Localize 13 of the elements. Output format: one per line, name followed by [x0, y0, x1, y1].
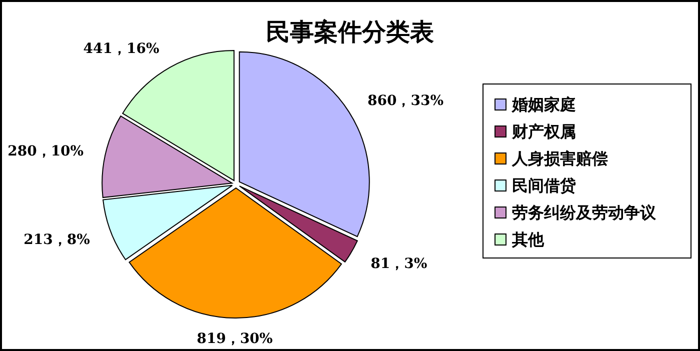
- legend-label: 民间借贷: [512, 176, 576, 195]
- legend-label: 其他: [511, 230, 545, 249]
- data-label: 81，3%: [370, 256, 428, 272]
- legend-label: 婚姻家庭: [511, 95, 576, 114]
- data-label: 441，16%: [83, 41, 160, 58]
- data-label: 280，10%: [8, 144, 84, 160]
- legend-label: 劳务纠纷及劳动争议: [512, 203, 657, 222]
- data-label: 819，30%: [196, 331, 273, 347]
- legend-label: 财产权属: [511, 122, 576, 141]
- legend-label: 人身损害赔偿: [511, 149, 608, 168]
- data-label: 860，33%: [368, 93, 444, 110]
- chart-title: 民事案件分类表: [266, 17, 434, 46]
- data-label: 213，8%: [24, 232, 90, 248]
